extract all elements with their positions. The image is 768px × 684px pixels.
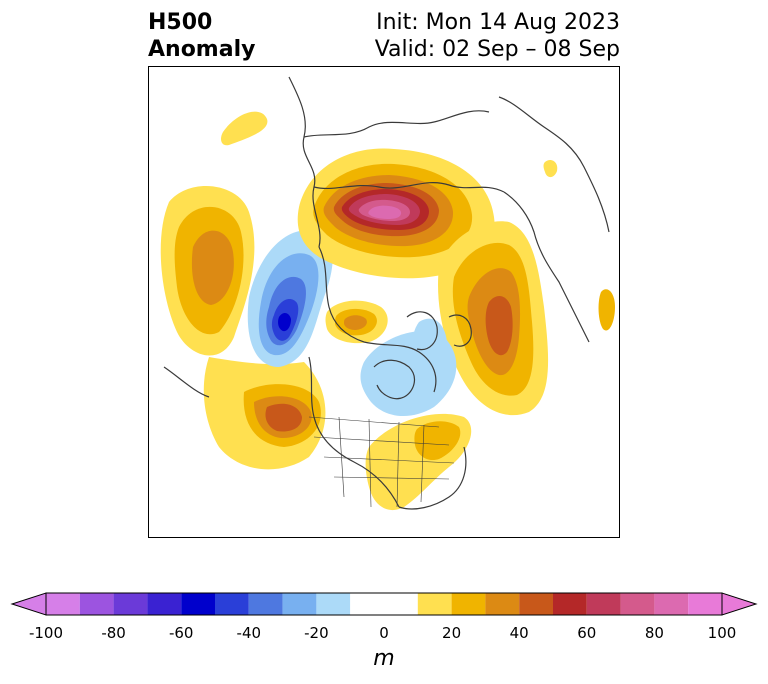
map-svg: [160, 76, 615, 511]
anomaly-positive-west-siberia: [438, 221, 549, 416]
us-state-borders: [308, 416, 455, 508]
anomaly-positive-eastern-us: [365, 413, 472, 511]
colorbar-tick-label: -100: [28, 624, 64, 642]
field-label: Anomaly: [148, 37, 256, 62]
colorbar-bin: [282, 593, 317, 615]
colorbar-tick-label: 80: [644, 624, 664, 642]
chart-title-left: H500 Anomaly: [148, 9, 255, 63]
colorbar-tick-label: -60: [168, 624, 194, 642]
colorbar-bin: [181, 593, 215, 615]
colorbar-bin: [688, 593, 722, 615]
anomaly-map: [148, 66, 620, 538]
init-date-label: Init: Mon 14 Aug 2023: [376, 10, 620, 35]
colorbar-extend-max: [721, 592, 758, 616]
colorbar-tick-label: 20: [442, 624, 462, 642]
anomaly-positive-west-europe: [221, 111, 268, 146]
colorbar-bin: [113, 593, 148, 615]
colorbar-bin: [586, 593, 621, 615]
colorbar-tick-label: 0: [379, 624, 389, 642]
colorbar-bin: [79, 593, 114, 615]
valid-date-label: Valid: 02 Sep – 08 Sep: [374, 37, 620, 62]
colorbar-bin: [451, 593, 486, 615]
colorbar-bin: [620, 593, 655, 615]
anomaly-positive-central-arctic: [325, 300, 388, 344]
colorbar-bin: [316, 593, 351, 615]
colorbar-bin: [485, 593, 520, 615]
colorbar-tick-label: -20: [304, 624, 329, 642]
anomaly-positive-east-asia-small: [543, 160, 558, 178]
colorbar-bin: [215, 593, 249, 615]
colorbar-outline: [45, 592, 723, 616]
colorbar-bin: [350, 593, 418, 615]
colorbar-tick-label: -40: [236, 624, 262, 642]
colorbar-bin: [147, 593, 182, 615]
variable-label: H500: [148, 10, 213, 35]
anomaly-negative-east-siberia: [247, 230, 333, 367]
colorbar-bin: [553, 593, 587, 615]
colorbar-bin: [248, 593, 283, 615]
colorbar: [10, 592, 758, 616]
colorbar-tick-label: 100: [707, 624, 737, 642]
chart-title-right: Init: Mon 14 Aug 2023 Valid: 02 Sep – 08…: [375, 9, 620, 63]
colorbar-bin: [417, 593, 452, 615]
anomaly-positive-north-atlantic: [160, 185, 255, 356]
anomaly-positive-eurasian-arctic: [297, 148, 495, 279]
anomaly-fill: [160, 111, 615, 511]
colorbar-tick-label: 40: [509, 624, 529, 642]
anomaly-positive-east-asia: [598, 289, 615, 331]
colorbar-tick-label: 60: [577, 624, 597, 642]
coastlines-and-borders: [163, 76, 610, 510]
colorbar-tick-label: -80: [101, 624, 126, 642]
anomaly-positive-north-pacific: [243, 384, 321, 447]
colorbar-bin: [46, 593, 80, 615]
colorbar-extend-min: [10, 592, 47, 616]
colorbar-bin: [519, 593, 553, 615]
colorbar-unit-label: m: [373, 646, 395, 671]
colorbar-bin: [654, 593, 689, 615]
